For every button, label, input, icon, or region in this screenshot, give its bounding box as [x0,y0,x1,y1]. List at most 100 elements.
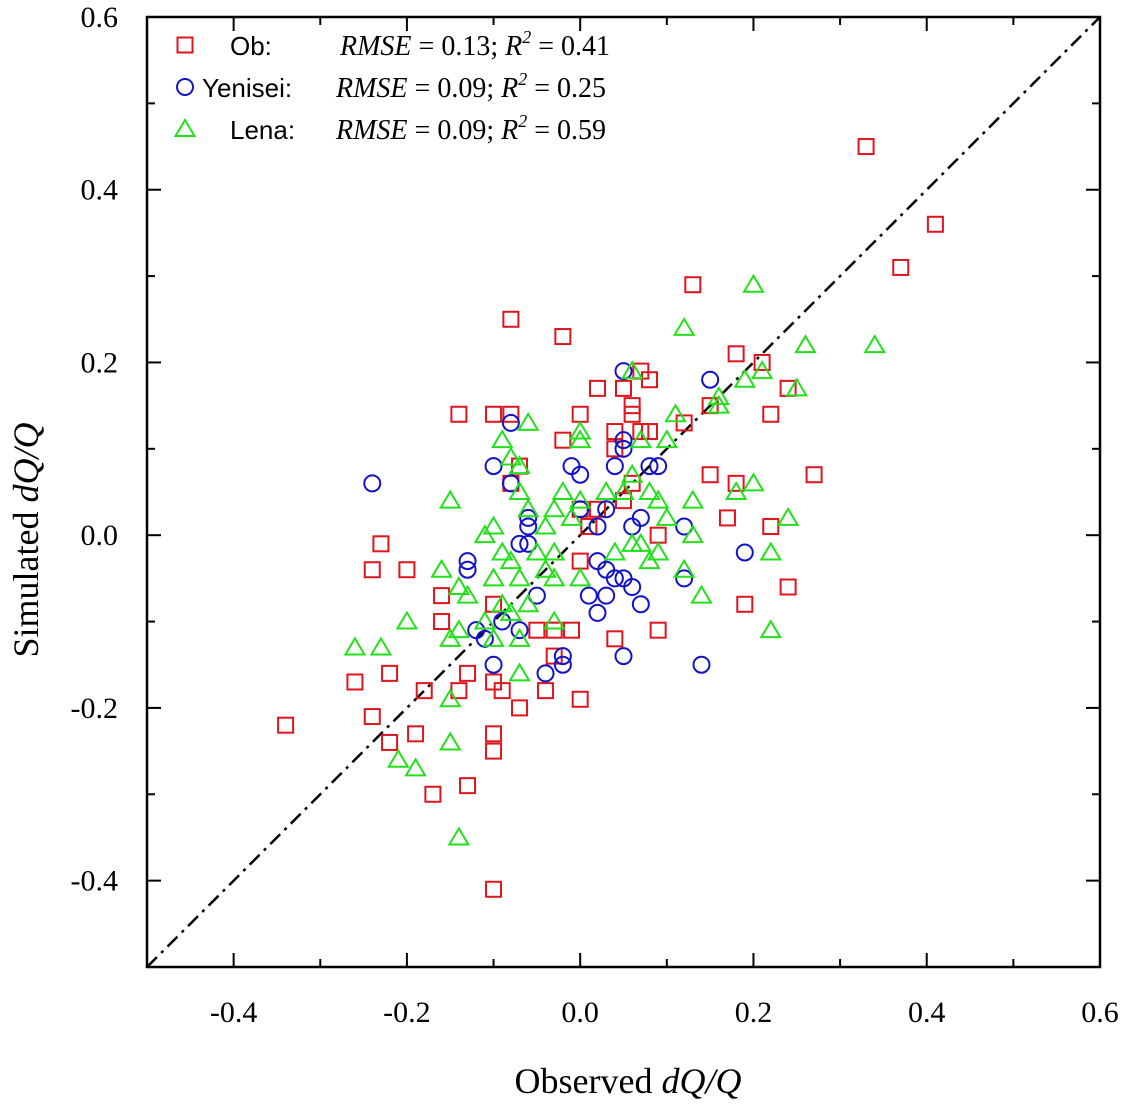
legend-marker [176,78,194,96]
data-point-square [372,535,390,553]
data-point-circle [493,612,512,631]
data-point-square [363,708,381,726]
data-point-triangle [568,420,592,440]
data-point-triangle [681,524,705,544]
data-point-triangle [794,334,817,354]
data-point-triangle [629,532,653,552]
data-point-circle [692,655,711,674]
data-point-square [615,492,632,510]
legend-marker [176,36,194,54]
data-point-square [277,716,295,734]
x-tick-label: -0.4 [210,996,258,1029]
data-point-square [675,414,693,432]
data-point-circle [649,457,668,476]
data-point-circle [675,569,694,588]
data-point-circle [536,664,555,683]
x-tick-label: 0.4 [908,996,946,1029]
data-point-triangle [776,506,800,526]
data-point-triangle [438,688,462,708]
data-point-square [545,621,563,639]
data-point-square [571,690,589,708]
data-point-square [805,466,823,484]
data-point-square [718,509,736,527]
data-point-triangle [482,515,505,535]
y-tick-label: 0.2 [81,346,119,379]
data-point-circle [484,655,503,674]
data-point-square [727,474,745,492]
data-point-triangle [629,429,653,449]
data-point-triangle [404,757,427,777]
data-point-square [363,561,381,579]
data-point-circle [484,457,503,476]
data-point-circle [519,508,538,527]
data-point-square [485,880,503,898]
data-point-circle [597,500,616,519]
data-point-square [554,328,572,346]
data-point-circle [510,534,529,553]
data-point-triangle [456,584,479,604]
legend: Ob: RMSE = 0.13; R2 = 0.41 Yenisei: RMSE = … [173,27,610,146]
data-point-triangle [430,558,453,578]
data-point-circle [571,465,590,484]
data-point-triangle [690,584,713,604]
data-point-circle [501,413,520,432]
data-point-triangle [508,567,531,587]
data-point-square [450,405,468,423]
data-points [277,138,944,898]
data-point-triangle [525,541,549,561]
data-point-circle [588,603,607,622]
data-point-triangle [438,731,462,751]
data-point-square [502,310,520,328]
data-point-triangle [473,610,497,630]
legend-stats: RMSE = 0.13; R2 = 0.41 [339,27,610,62]
data-point-triangle [568,429,592,449]
data-point-square [493,682,511,700]
data-point-triangle [638,481,661,500]
data-point-triangle [542,567,566,587]
data-point-triangle [542,610,566,630]
data-point-square [623,405,641,423]
series-lena [343,273,887,846]
data-point-circle [605,569,624,588]
data-point-triangle [620,360,644,380]
legend-marker [173,118,197,137]
data-point-triangle [508,455,531,475]
data-point-circle [735,543,754,562]
data-point-triangle [594,481,618,500]
data-point-circle [614,647,633,666]
data-point-triangle [508,662,531,682]
data-point-triangle [759,619,783,639]
data-point-circle [614,431,633,450]
data-point-triangle [620,463,644,483]
data-point-square [502,405,520,423]
data-point-triangle [508,481,531,500]
data-point-square [459,777,477,795]
data-point-circle [458,552,477,571]
data-point-triangle [612,481,635,500]
data-point-triangle [785,377,809,397]
data-point-circle [579,586,598,605]
plot-frame [145,15,1102,969]
data-point-square [606,630,624,648]
data-point-triangle [386,748,410,768]
data-point-square [926,215,944,233]
data-point-triangle [646,541,670,561]
data-point-triangle [516,411,540,431]
data-point-square [485,742,503,760]
data-point-triangle [742,472,765,492]
series-yenisei [363,362,754,683]
data-point-square [727,345,745,363]
data-point-square [762,518,780,536]
data-point-square [649,621,667,639]
one-to-one-reference-line [146,16,1101,968]
data-point-triangle [490,593,514,613]
legend-stats: RMSE = 0.09; R2 = 0.59 [335,111,606,146]
y-tick-label: -0.4 [71,865,119,898]
data-point-square [485,405,503,423]
data-point-triangle [707,386,731,405]
data-point-triangle [447,576,471,595]
data-point-triangle [516,498,540,518]
data-point-square [779,578,797,596]
data-point-square [433,587,451,605]
